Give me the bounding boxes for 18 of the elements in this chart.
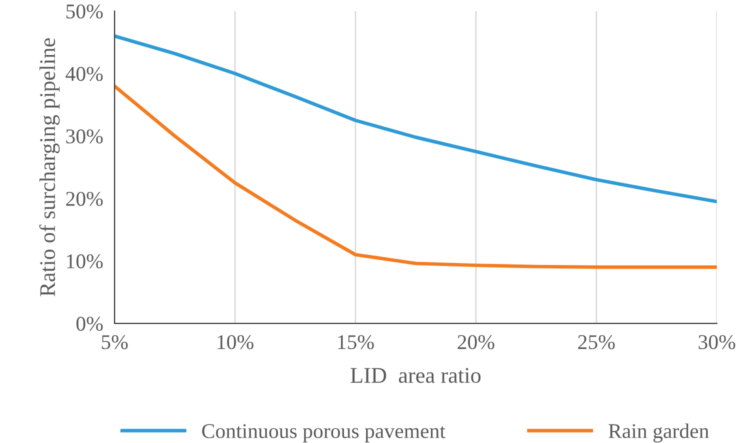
y-axis-title: Ratio of surcharging pipeline xyxy=(39,38,60,296)
y-tick-label: 40% xyxy=(66,66,103,82)
x-tick-label: 30% xyxy=(698,335,736,350)
y-tick-label: 50% xyxy=(66,4,103,19)
x-tick-label: 15% xyxy=(338,335,374,350)
y-tick-label: 30% xyxy=(66,129,103,144)
line-series xyxy=(114,34,717,204)
x-tick-label: 5% xyxy=(102,335,128,350)
x-axis-title: LID area ratio xyxy=(350,368,481,383)
x-tick-label: 20% xyxy=(458,335,494,350)
y-tick-label: 10% xyxy=(67,254,103,268)
y-tick-label: 20% xyxy=(66,192,103,206)
line-series xyxy=(114,84,717,269)
legend-label: Rain garden xyxy=(608,423,709,442)
legend-label: Continuous porous pavement xyxy=(202,424,446,442)
x-tick-label: 10% xyxy=(218,335,254,350)
x-tick-label: 25% xyxy=(578,335,615,350)
y-tick-label: 0% xyxy=(76,316,103,331)
